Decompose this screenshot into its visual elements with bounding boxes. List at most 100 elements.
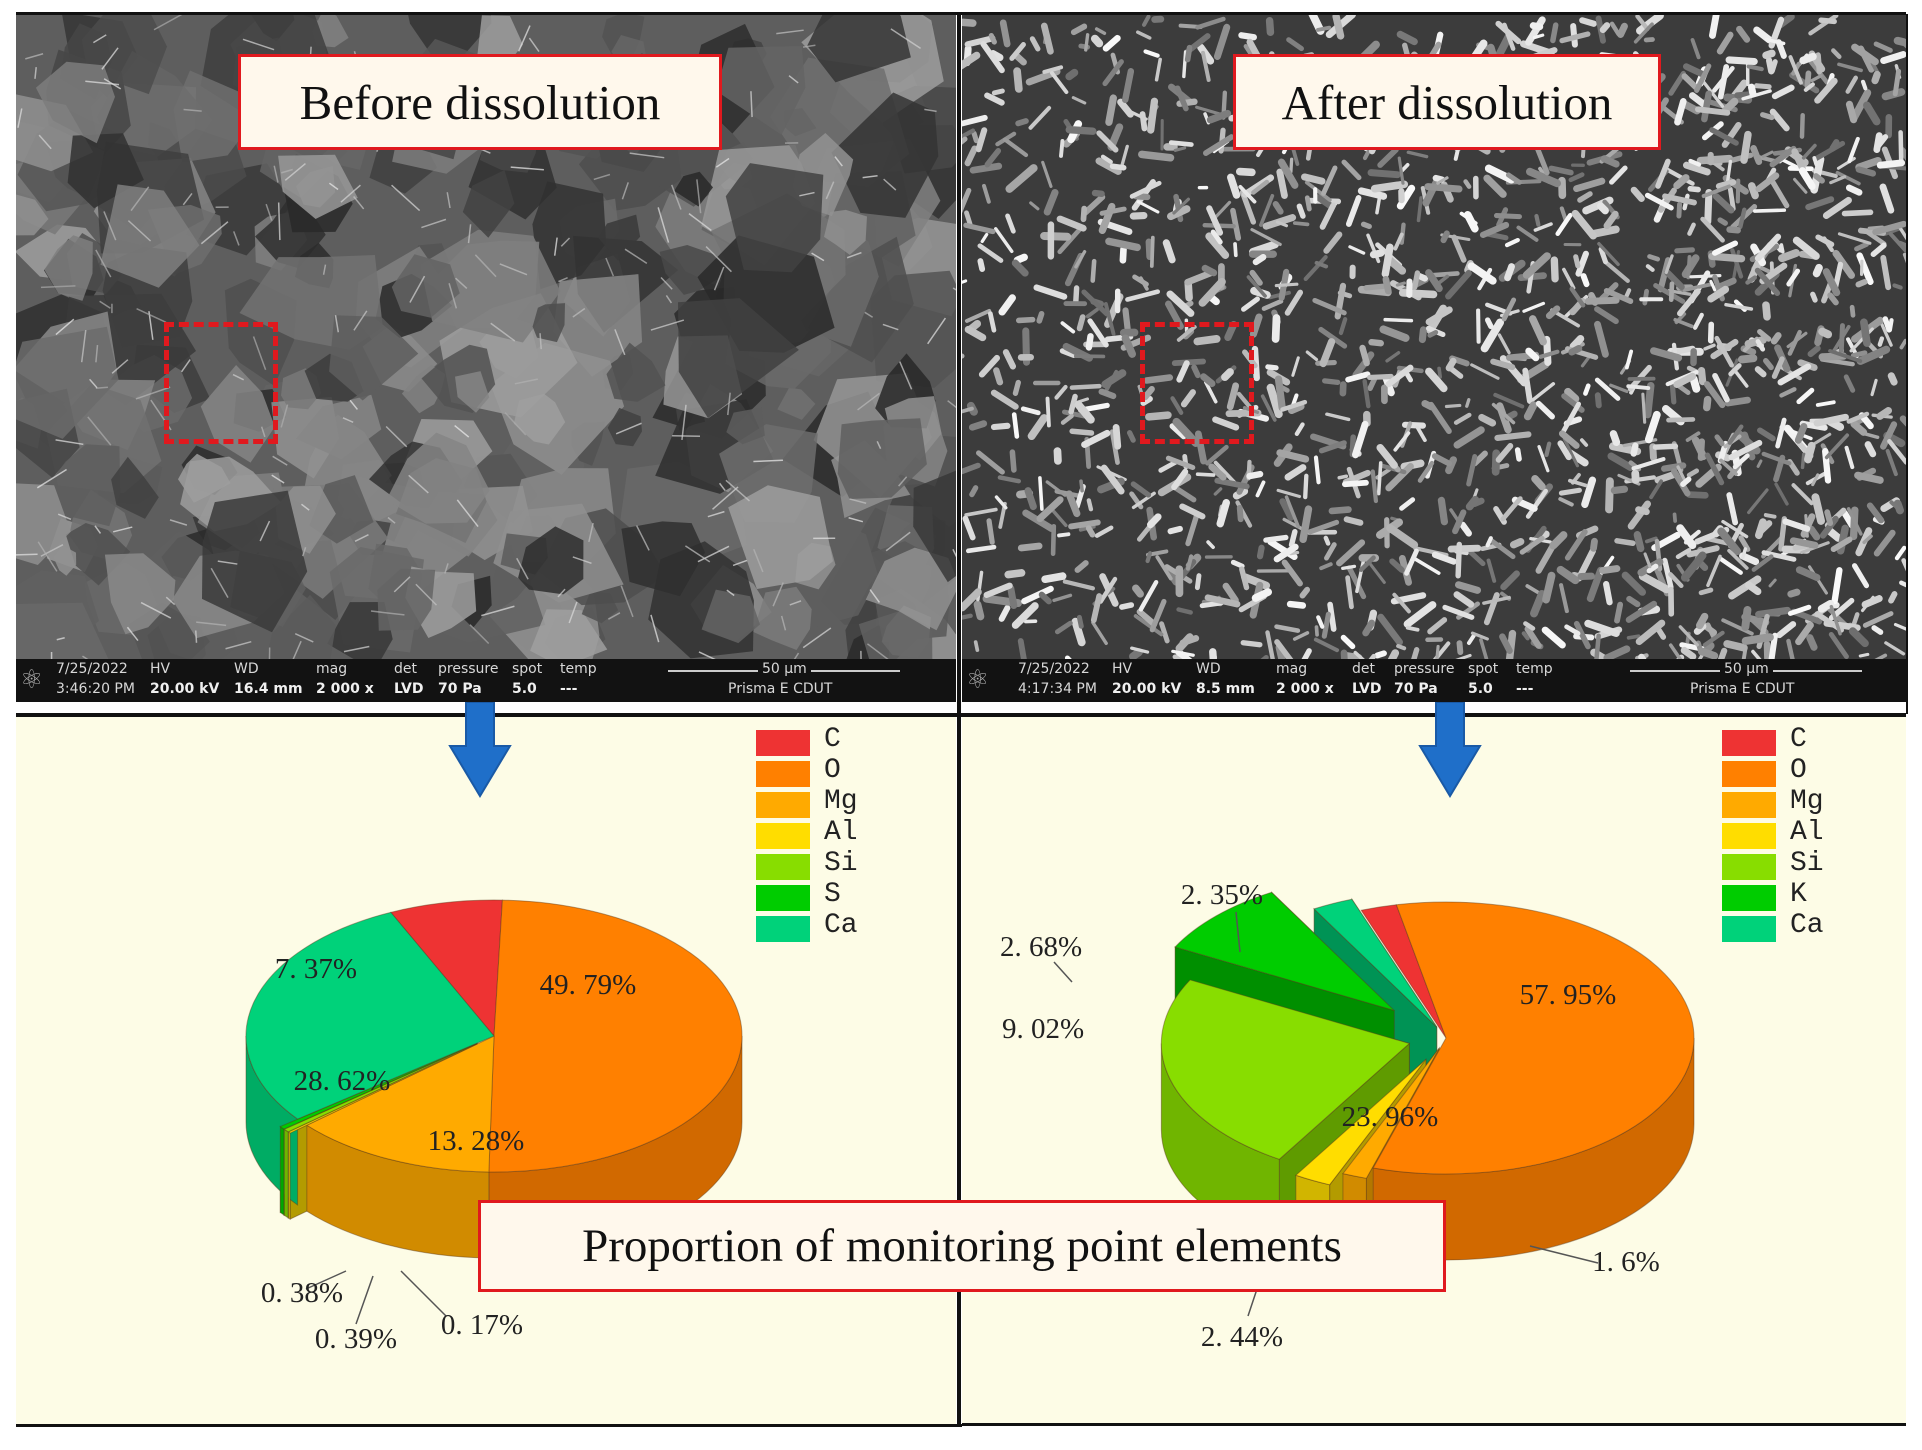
- info-instrument: Prisma E CDUT: [728, 681, 833, 697]
- sem-crystal: [1726, 226, 1741, 234]
- sem-crystal: [975, 127, 988, 153]
- sem-crystal: [1098, 388, 1117, 400]
- sem-crystal: [1717, 527, 1742, 556]
- sem-edge: [55, 318, 75, 336]
- sem-edge: [16, 553, 38, 556]
- sem-info-bar-after: ⚛ 7/25/2022 4:17:34 PM HV 20.00 kV WD 8.…: [962, 659, 1906, 702]
- sem-crystal: [1636, 14, 1664, 35]
- sem-crystal: [1522, 301, 1546, 313]
- leader-line: [355, 1275, 374, 1325]
- sem-grain: [728, 485, 833, 589]
- sem-crystal: [1894, 545, 1906, 561]
- sem-crystal: [1036, 496, 1064, 523]
- sem-edge: [271, 474, 285, 484]
- sem-crystal: [1709, 14, 1720, 39]
- info-hv-label: HV: [1112, 661, 1133, 677]
- sem-crystal: [1321, 165, 1338, 196]
- sem-crystal: [1682, 282, 1714, 292]
- sem-grain: [831, 92, 939, 218]
- sem-edge: [890, 28, 921, 49]
- sem-edge: [446, 192, 451, 209]
- sem-edge: [385, 425, 408, 448]
- sem-crystal: [1227, 173, 1241, 199]
- sem-crystal: [1126, 430, 1136, 443]
- sem-grain: [391, 254, 460, 318]
- sem-crystal: [1045, 480, 1067, 497]
- sem-crystal: [1635, 14, 1650, 32]
- sem-crystal: [1246, 275, 1267, 298]
- sem-crystal: [1345, 371, 1371, 383]
- sem-crystal: [1888, 591, 1898, 604]
- sem-crystal: [1385, 364, 1414, 388]
- sem-crystal: [1747, 182, 1759, 200]
- sem-edge: [99, 300, 111, 309]
- sem-crystal: [1521, 631, 1530, 641]
- legend-label: Si: [1790, 848, 1824, 879]
- sem-crystal: [1876, 159, 1906, 169]
- sem-crystal: [1280, 399, 1308, 412]
- legend-item-s: S: [756, 879, 916, 911]
- sem-crystal: [1901, 558, 1906, 572]
- sem-edge: [127, 220, 152, 242]
- sem-crystal: [1662, 166, 1695, 186]
- sem-crystal: [1411, 556, 1441, 575]
- sem-crystal: [1386, 524, 1419, 549]
- sem-crystal: [1599, 565, 1621, 574]
- sem-crystal: [1005, 164, 1038, 193]
- sem-crystal: [1854, 471, 1884, 484]
- sem-edge: [469, 624, 490, 645]
- sem-crystal: [998, 604, 1011, 622]
- sem-crystal: [1081, 289, 1110, 317]
- sem-crystal: [1775, 417, 1787, 449]
- sem-crystal: [1029, 36, 1041, 52]
- sem-crystal: [1327, 601, 1337, 632]
- frame-bottom: [16, 1424, 962, 1427]
- sem-crystal: [1484, 317, 1494, 330]
- sem-crystal: [1171, 649, 1195, 657]
- sem-crystal: [1630, 186, 1645, 202]
- sem-crystal: [1899, 338, 1906, 350]
- sem-crystal: [1741, 606, 1752, 631]
- sem-crystal: [1846, 411, 1870, 424]
- sem-edge: [334, 314, 340, 333]
- sem-edge: [697, 545, 730, 563]
- sem-crystal: [1728, 575, 1762, 600]
- sem-image-before: Before dissolution: [16, 14, 956, 659]
- sem-crystal: [1100, 464, 1125, 495]
- pie-slice-k: [1174, 891, 1395, 1011]
- sem-grain: [858, 611, 933, 659]
- sem-crystal: [1346, 565, 1367, 600]
- sem-grain: [913, 470, 956, 583]
- sem-crystal: [1818, 352, 1848, 361]
- legend-label: K: [1790, 879, 1807, 910]
- sem-crystal: [1265, 630, 1275, 659]
- sem-crystal: [1158, 459, 1179, 473]
- sem-edge: [95, 386, 108, 390]
- sem-crystal: [1170, 396, 1184, 415]
- sem-crystal: [1898, 147, 1906, 161]
- sem-crystal: [1179, 503, 1206, 520]
- sem-crystal: [1081, 429, 1111, 448]
- sem-crystal: [1817, 600, 1835, 613]
- sem-edge: [866, 643, 889, 659]
- sem-crystal: [1675, 547, 1692, 560]
- sem-crystal: [1318, 440, 1347, 454]
- sem-edge: [294, 633, 314, 643]
- sem-crystal: [1185, 554, 1194, 571]
- sem-crystal: [1314, 260, 1329, 269]
- sem-crystal: [1824, 509, 1834, 527]
- sem-crystal: [1698, 587, 1714, 596]
- sem-crystal: [1873, 132, 1883, 154]
- sem-crystal: [1249, 269, 1263, 286]
- sem-crystal: [1143, 49, 1160, 58]
- sem-crystal: [1687, 185, 1701, 193]
- sem-crystal: [1530, 589, 1546, 618]
- sem-edge: [57, 513, 72, 521]
- sem-edge: [252, 336, 267, 370]
- sem-crystal: [1323, 535, 1331, 546]
- sem-crystal: [1562, 267, 1576, 290]
- sem-crystal: [1029, 201, 1040, 211]
- sem-crystal: [1760, 112, 1775, 121]
- sem-crystal: [1754, 366, 1767, 378]
- leader-line: [305, 1270, 347, 1290]
